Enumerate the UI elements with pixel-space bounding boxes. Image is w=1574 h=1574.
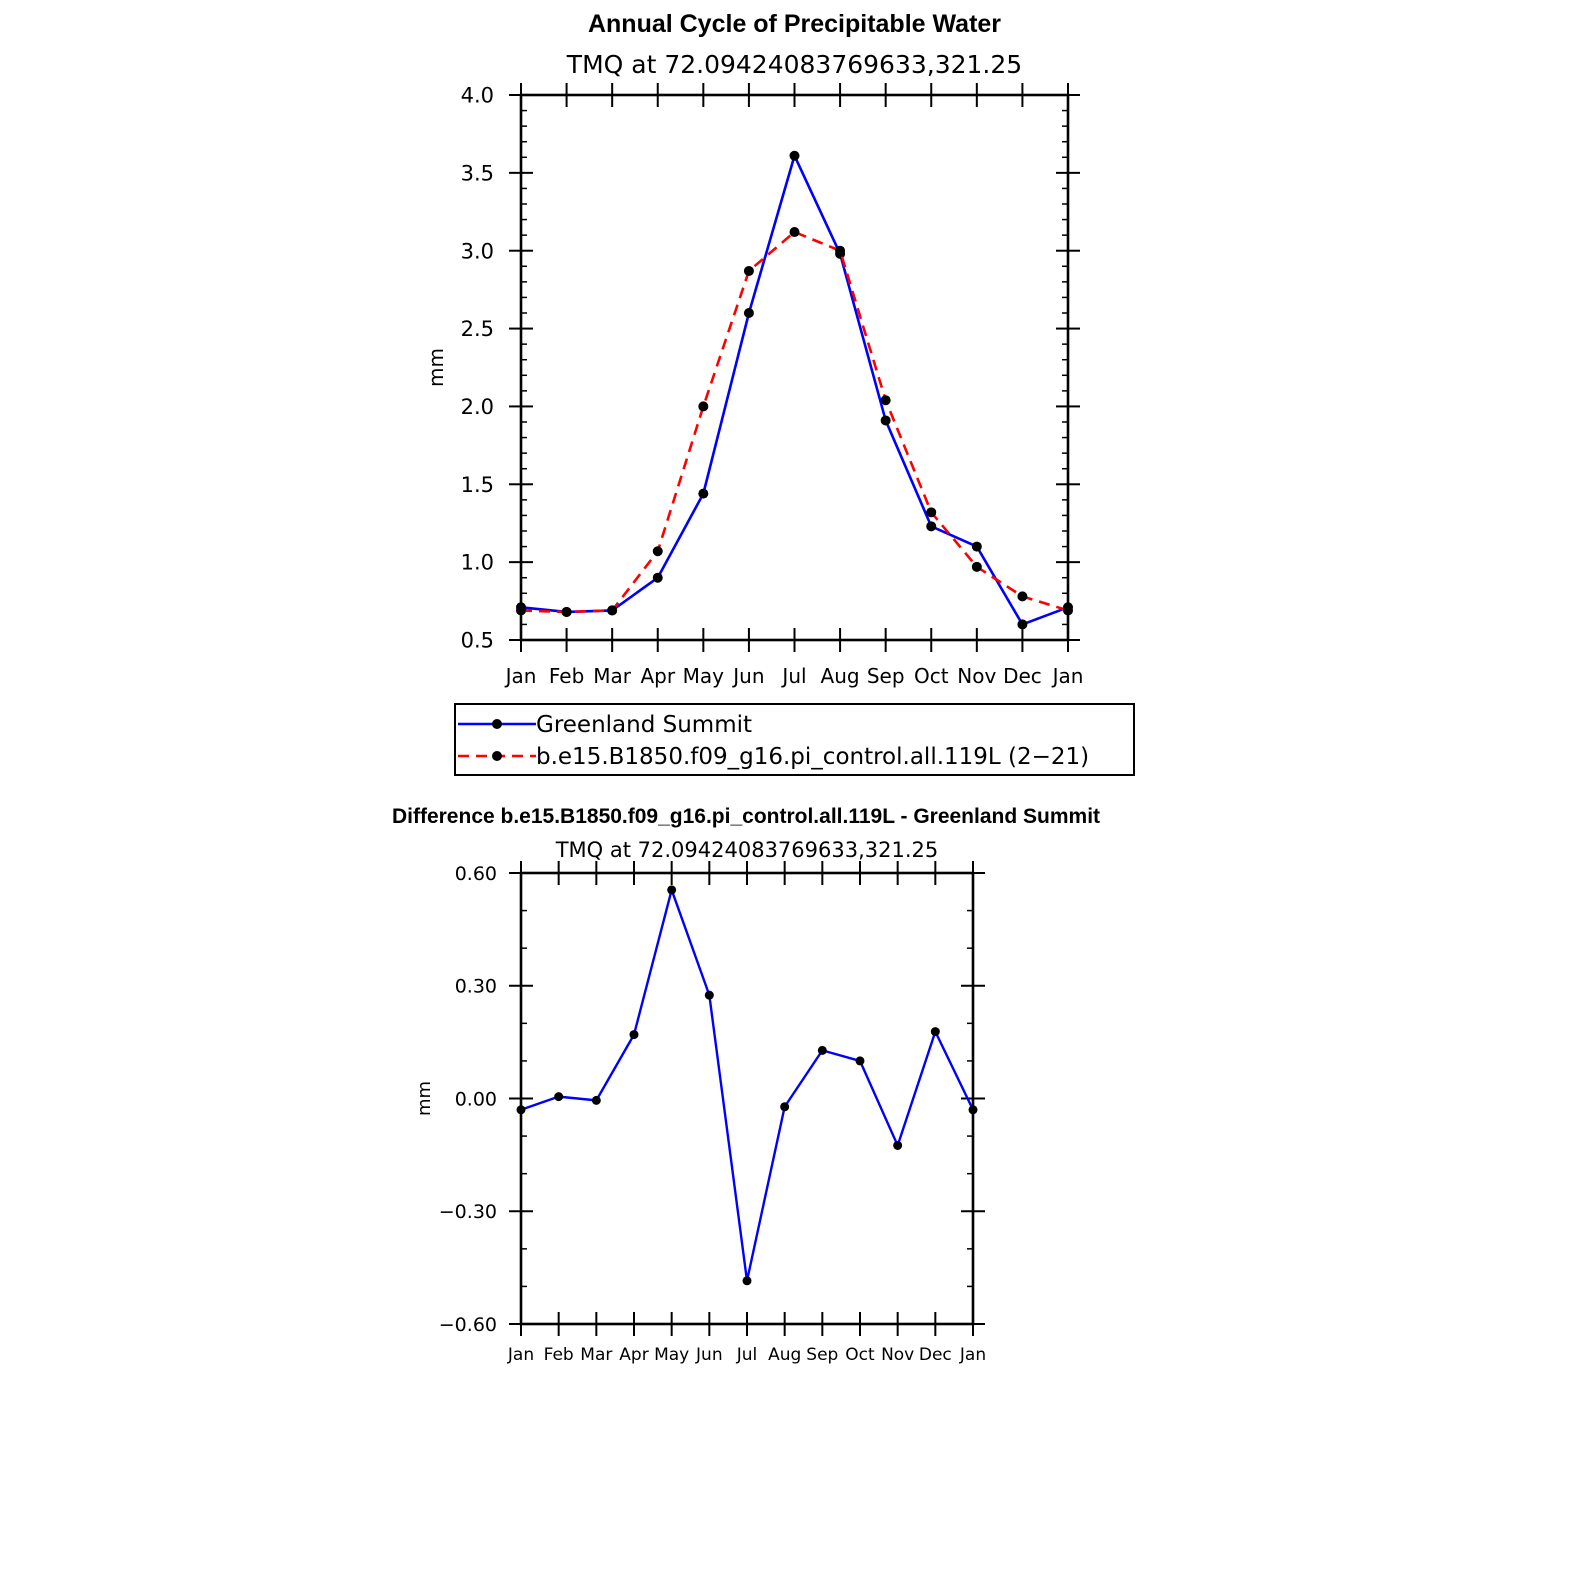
data-point-s1-3 [652,546,663,557]
y-tick-label: 2.5 [461,317,494,341]
x-tick-label: May [683,664,725,688]
x-tick-label: Jul [736,1345,758,1365]
x-tick-label: Dec [919,1345,952,1365]
x-tick-label: Jan [959,1345,986,1365]
x-tick-label: Jul [780,664,806,688]
data-point-s0-7 [780,1102,790,1112]
data-point-s0-4 [667,885,677,895]
data-point-s0-5 [704,990,714,1000]
plot-frame [519,93,1070,642]
y-tick-label: 3.0 [461,239,494,263]
data-point-s1-12 [1063,605,1073,616]
data-point-s1-2 [607,605,618,616]
x-tick-label: Nov [957,664,996,688]
y-tick-label: 0.60 [455,863,497,885]
series-line-0 [520,888,975,1282]
x-tick-label: Oct [845,1345,875,1365]
legend-entry-0: Greenland Summit [536,712,752,738]
chart-title: Annual Cycle of Precipitable Water [588,10,1001,38]
x-tick-label: Jun [731,664,764,688]
data-point-s1-5 [743,265,754,276]
y-tick-label: 4.0 [461,84,494,108]
series-line-1 [520,230,1069,614]
legend: Greenland Summit b.e15.B1850.f09_g16.pi_c… [454,703,1135,776]
data-point-s1-9 [926,507,937,518]
x-tick-label: Aug [821,664,860,688]
x-tick-label: Apr [619,1345,648,1365]
data-point-s1-10 [971,561,982,572]
y-tick-label: 0.00 [455,1088,497,1110]
data-point-s0-4 [698,488,709,499]
y-tick-label: 2.0 [461,395,494,419]
chart-subtitle: TMQ at 72.09424083769633,321.25 [566,50,1022,79]
x-tick-label: Dec [1003,664,1042,688]
y-tick-label: 0.30 [455,976,497,998]
legend-entry-1: b.e15.B1850.f09_g16.pi_control.all.119L … [536,744,1089,770]
x-tick-label: Jan [504,664,537,688]
series-line-0 [520,154,1069,626]
plot-frame [519,871,975,1326]
data-point-s0-3 [629,1030,639,1040]
data-point-s0-11 [930,1027,940,1037]
y-tick-label: −0.60 [439,1314,497,1336]
legend-marker-1 [492,751,502,761]
y-axis-label: mm [414,1081,435,1116]
y-tick-label: 1.5 [461,473,494,497]
data-point-s0-3 [652,572,663,583]
data-point-s0-6 [742,1276,752,1286]
data-point-s0-6 [789,150,800,161]
data-point-s1-7 [835,245,846,256]
x-tick-label: Apr [640,664,675,688]
data-point-s1-0 [516,605,526,616]
legend-box [454,703,1135,776]
data-point-s0-11 [1017,619,1028,630]
data-point-s0-8 [817,1045,827,1055]
x-tick-label: May [654,1345,689,1365]
data-point-s1-8 [880,395,891,406]
data-point-s1-6 [789,227,800,238]
x-tick-label: Jan [507,1345,534,1365]
data-point-s1-4 [698,401,709,412]
data-point-s0-10 [893,1140,903,1150]
top-chart: Annual Cycle of Precipitable Water TMQ at… [424,10,1135,776]
data-point-s0-5 [743,308,754,318]
x-tick-label: Oct [914,664,949,688]
y-tick-label: 1.0 [461,551,494,575]
chart-subtitle: TMQ at 72.09424083769633,321.25 [555,838,939,862]
x-tick-label: Sep [806,1345,838,1365]
x-tick-label: Sep [867,664,905,688]
data-point-s0-12 [968,1105,978,1115]
y-tick-label: 0.5 [461,629,494,653]
bottom-chart: Difference b.e15.B1850.f09_g16.pi_contro… [392,805,1100,1365]
data-point-s1-1 [561,606,572,617]
data-point-s0-9 [926,521,937,532]
data-point-s0-0 [516,1105,526,1115]
data-point-s0-2 [591,1095,601,1105]
y-tick-label: 3.5 [461,161,494,185]
x-tick-label: Mar [593,664,632,688]
legend-marker-0 [492,719,502,729]
data-point-s1-11 [1017,591,1028,602]
x-tick-label: Feb [544,1345,574,1365]
y-axis-label: mm [424,348,448,387]
data-point-s0-1 [554,1092,564,1102]
x-tick-label: Mar [580,1345,612,1365]
data-point-s0-8 [880,415,891,426]
data-point-s0-9 [855,1056,865,1066]
y-tick-label: −0.30 [439,1201,497,1223]
x-tick-label: Feb [549,664,584,688]
data-point-s0-10 [971,541,982,552]
x-tick-label: Nov [881,1345,914,1365]
x-tick-label: Aug [768,1345,801,1365]
x-tick-label: Jun [695,1345,723,1365]
x-tick-label: Jan [1051,664,1084,688]
chart-title: Difference b.e15.B1850.f09_g16.pi_contro… [392,805,1100,828]
